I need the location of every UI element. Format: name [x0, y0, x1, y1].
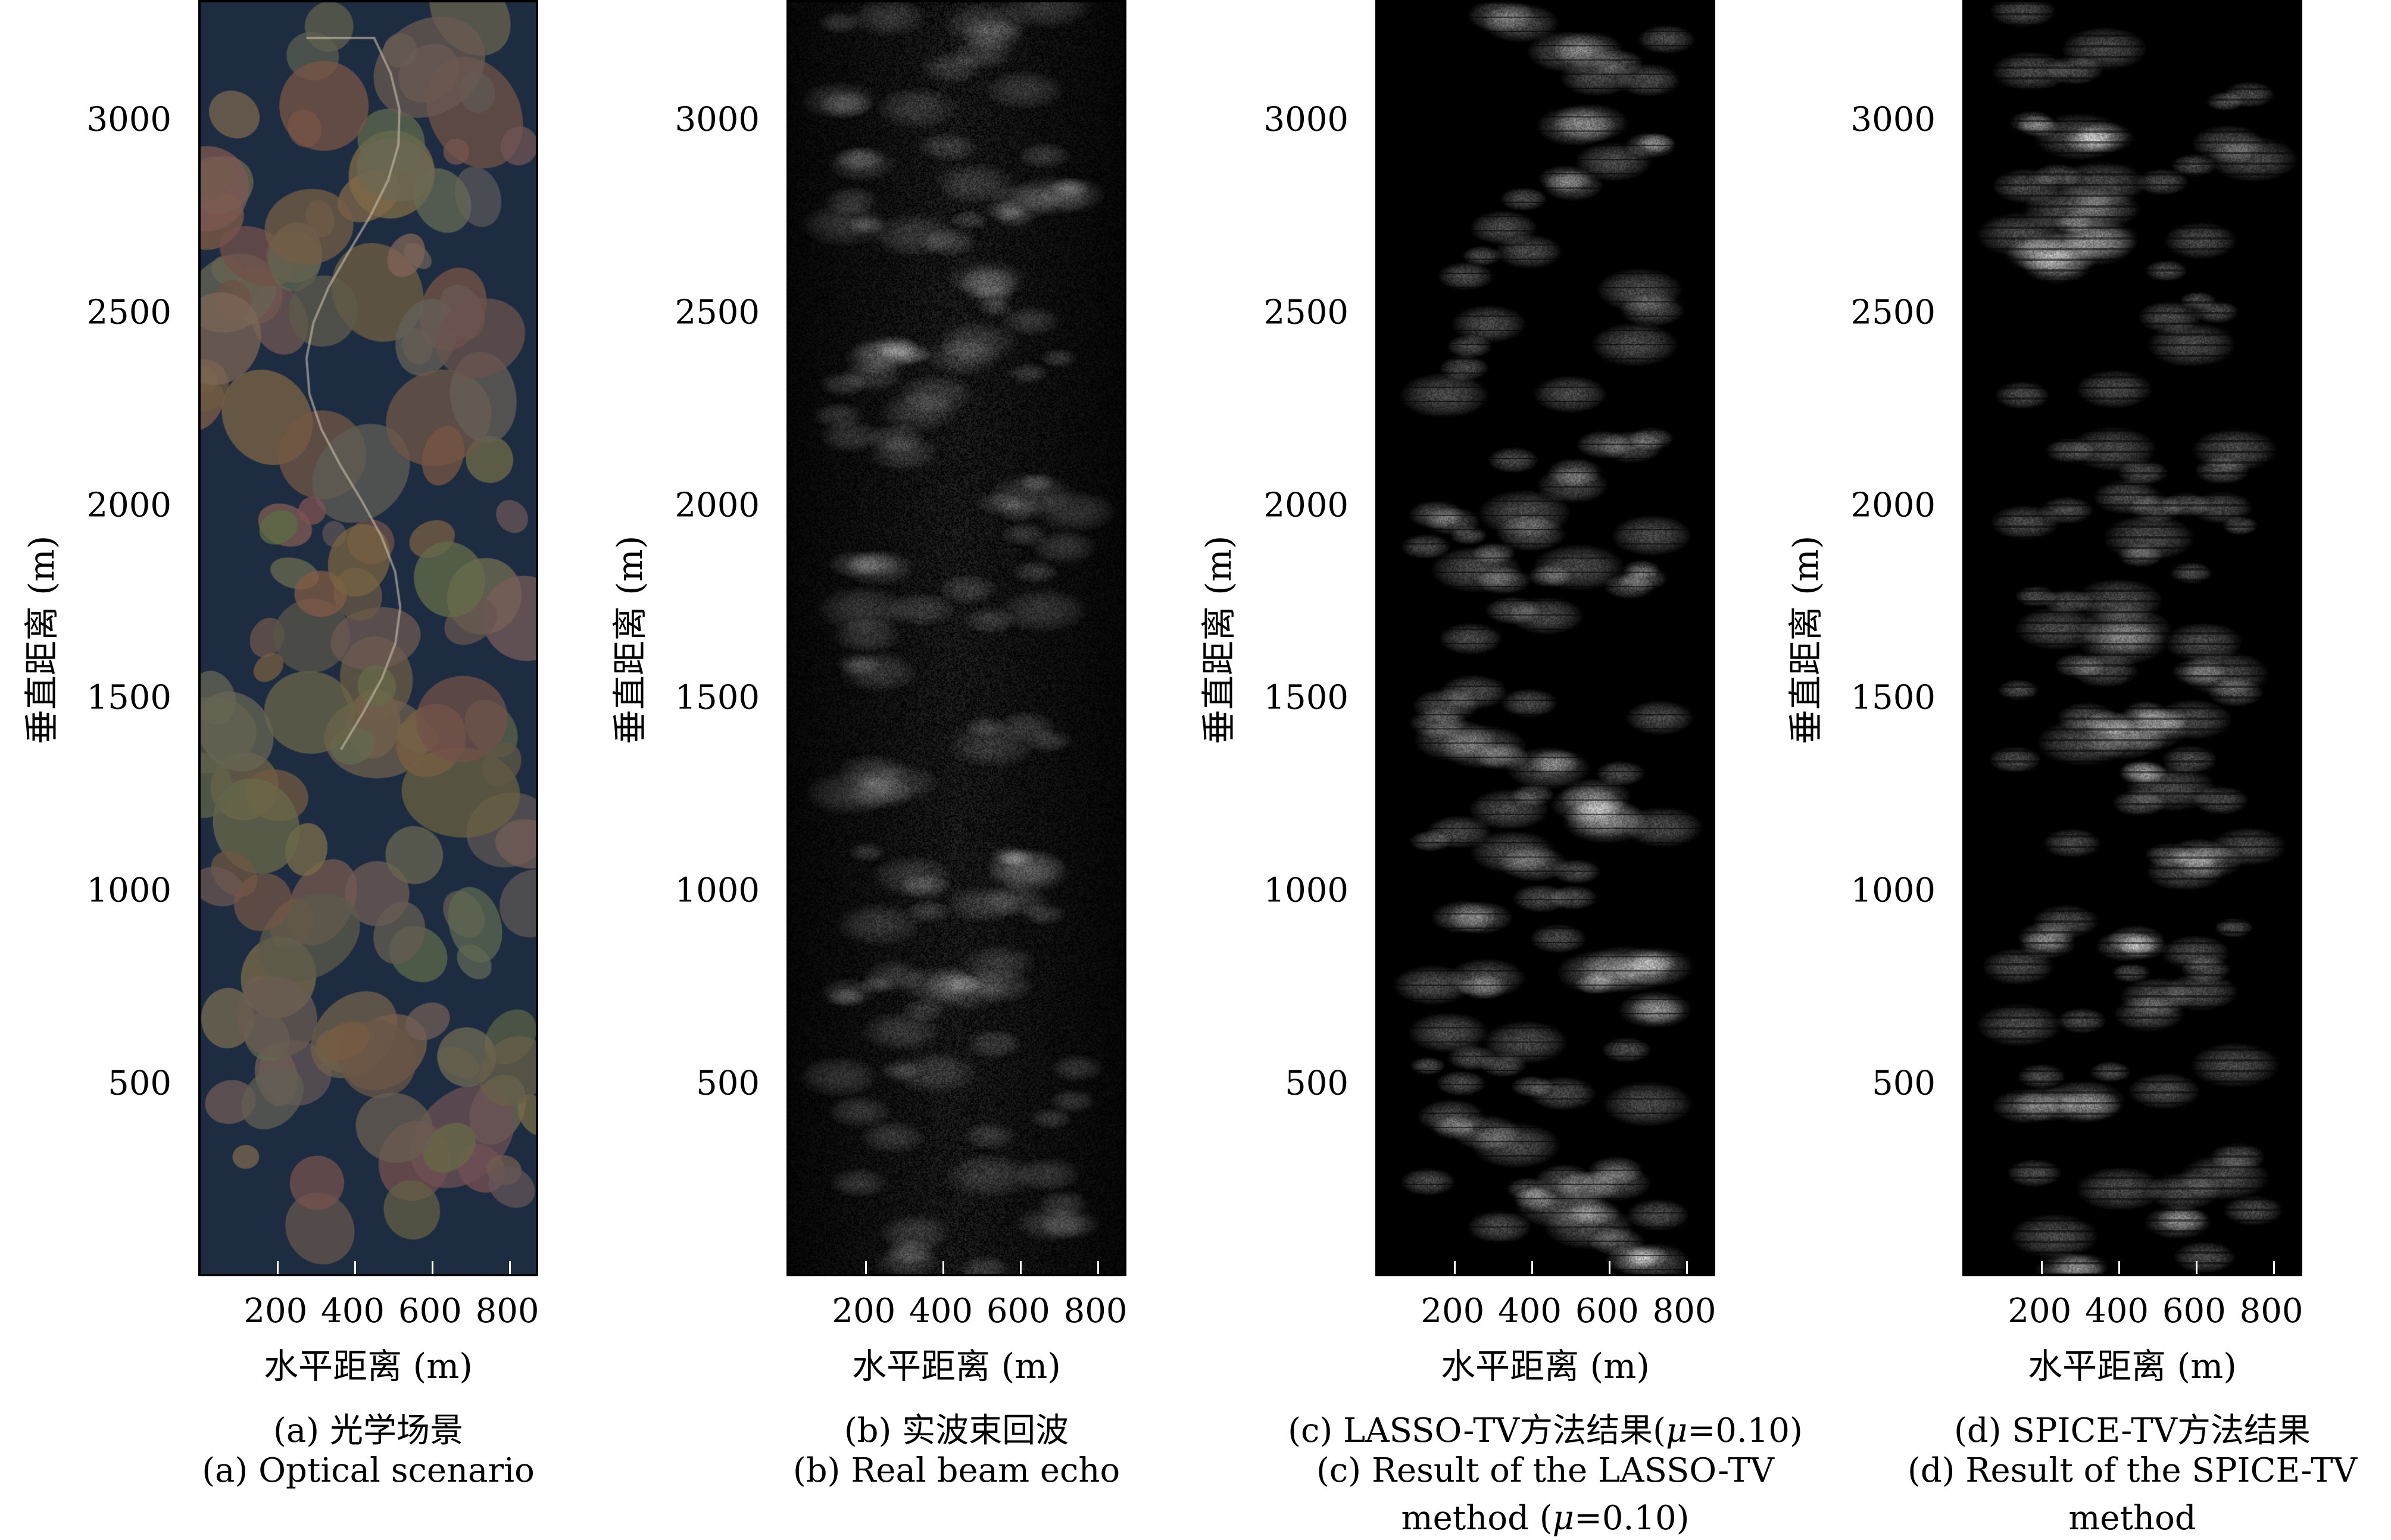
y-tick-label: 500 — [1285, 1064, 1349, 1103]
x-tick-label: 400 — [909, 1292, 973, 1330]
x-axis-title: 水平距离 (m) — [2028, 1346, 2237, 1386]
y-tick-label: 2000 — [1263, 486, 1349, 525]
y-tick-label: 1000 — [1263, 871, 1349, 910]
panel-image — [1965, 2, 2300, 1274]
caption-line: (a) 光学场景 — [273, 1411, 463, 1450]
x-tick-mark — [1019, 1261, 1022, 1274]
x-tick-mark — [2195, 1261, 2198, 1274]
y-axis-title: 垂直距离 (m) — [21, 535, 62, 745]
y-tick-label: 2500 — [86, 293, 171, 332]
x-tick-mark — [942, 1261, 945, 1274]
x-tick-label: 600 — [398, 1292, 462, 1330]
x-tick-mark — [2041, 1261, 2043, 1274]
x-tick-mark — [354, 1261, 357, 1274]
y-tick-label: 500 — [108, 1064, 171, 1103]
x-tick-label: 200 — [244, 1292, 308, 1330]
x-tick-label: 400 — [1498, 1292, 1562, 1330]
x-tick-mark — [1608, 1261, 1610, 1274]
y-tick-label: 1000 — [1850, 871, 1936, 910]
x-tick-label: 400 — [321, 1292, 385, 1330]
caption-line: (c) LASSO-TV方法结果(μ=0.10) — [1288, 1411, 1803, 1450]
x-tick-label: 800 — [1652, 1292, 1716, 1330]
y-tick-label: 2500 — [675, 293, 760, 332]
panel-image — [1378, 2, 1713, 1274]
y-tick-label: 3000 — [675, 100, 760, 139]
x-tick-label: 800 — [1063, 1292, 1128, 1330]
y-tick-label: 3000 — [86, 100, 171, 139]
panel-image — [201, 2, 536, 1274]
y-axis-title: 垂直距离 (m) — [1198, 535, 1239, 745]
y-tick-label: 1500 — [86, 678, 171, 717]
caption-line: (a) Optical scenario — [202, 1451, 535, 1490]
x-tick-mark — [508, 1261, 511, 1274]
y-axis-title: 垂直距离 (m) — [610, 535, 650, 745]
y-tick-label: 1000 — [86, 871, 171, 910]
y-tick-label: 2500 — [1263, 293, 1349, 332]
caption-line: (b) 实波束回波 — [844, 1411, 1069, 1450]
image-panel-a — [198, 0, 538, 1276]
x-axis-title: 水平距离 (m) — [264, 1346, 473, 1386]
y-axis-title: 垂直距离 (m) — [1786, 535, 1826, 745]
panel-image — [789, 2, 1124, 1274]
x-tick-label: 600 — [2162, 1292, 2226, 1330]
caption-line: (d) Result of the SPICE-TV — [1907, 1451, 2358, 1490]
x-tick-mark — [865, 1261, 867, 1274]
x-tick-label: 600 — [986, 1292, 1050, 1330]
y-tick-label: 3000 — [1850, 100, 1936, 139]
y-tick-label: 500 — [696, 1064, 760, 1103]
x-tick-mark — [1097, 1261, 1099, 1274]
x-tick-label: 800 — [2239, 1292, 2303, 1330]
x-tick-label: 600 — [1575, 1292, 1639, 1330]
y-tick-label: 1500 — [1263, 678, 1349, 717]
x-tick-mark — [1685, 1261, 1688, 1274]
x-tick-label: 400 — [2085, 1292, 2149, 1330]
x-tick-label: 200 — [1421, 1292, 1485, 1330]
y-tick-label: 500 — [1872, 1064, 1936, 1103]
x-tick-mark — [1531, 1261, 1534, 1274]
image-panel-d — [1962, 0, 2302, 1276]
caption-line: (d) SPICE-TV方法结果 — [1954, 1411, 2311, 1450]
y-tick-label: 2000 — [675, 486, 760, 525]
x-tick-label: 800 — [475, 1292, 539, 1330]
x-tick-mark — [277, 1261, 279, 1274]
y-tick-label: 2500 — [1850, 293, 1936, 332]
y-tick-label: 2000 — [86, 486, 171, 525]
caption-line: method — [2068, 1499, 2196, 1538]
y-tick-label: 3000 — [1263, 100, 1349, 139]
image-panel-b — [786, 0, 1126, 1276]
x-tick-mark — [1454, 1261, 1456, 1274]
image-panel-c — [1375, 0, 1715, 1276]
y-tick-label: 1500 — [675, 678, 760, 717]
x-tick-mark — [431, 1261, 433, 1274]
x-axis-title: 水平距离 (m) — [852, 1346, 1061, 1386]
caption-line: (b) Real beam echo — [792, 1451, 1120, 1490]
x-tick-label: 200 — [832, 1292, 896, 1330]
x-tick-mark — [2118, 1261, 2121, 1274]
x-tick-label: 200 — [2008, 1292, 2072, 1330]
x-tick-mark — [2273, 1261, 2275, 1274]
y-tick-label: 1000 — [675, 871, 760, 910]
caption-line: method (μ=0.10) — [1401, 1499, 1690, 1538]
y-tick-label: 2000 — [1850, 486, 1936, 525]
x-axis-title: 水平距离 (m) — [1441, 1346, 1650, 1386]
y-tick-label: 1500 — [1850, 678, 1936, 717]
caption-line: (c) Result of the LASSO-TV — [1316, 1451, 1774, 1490]
